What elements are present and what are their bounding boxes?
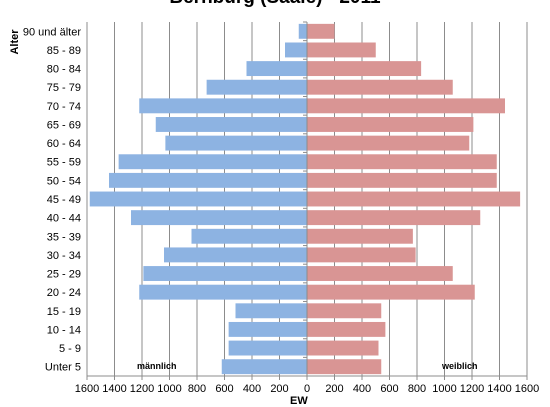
category-label: 30 - 34 [47,250,81,262]
category-label: 70 - 74 [47,101,81,113]
category-label: 85 - 89 [47,45,81,57]
x-tick-label: 1200 [130,383,154,395]
bar-male [246,61,307,77]
category-label: 55 - 59 [47,157,81,169]
bar-male [131,210,307,226]
category-label: 65 - 69 [47,119,81,131]
bar-male [228,321,307,337]
bar-male [89,191,307,207]
category-label: 35 - 39 [47,231,81,243]
bar-female [307,303,382,319]
bar-male [191,228,307,244]
bar-female [307,98,505,114]
category-label: 80 - 84 [47,64,81,76]
x-tick-label: 800 [188,383,206,395]
bar-male [155,117,307,132]
bar-female [307,154,497,170]
bar-male [235,303,307,319]
bar-female [307,135,470,151]
category-label: Unter 5 [45,362,81,374]
bar-female [307,210,481,226]
x-tick-label: 400 [353,383,371,395]
category-label: 90 und älter [23,26,81,38]
bar-male [143,266,307,281]
x-tick-label: 1400 [487,383,511,395]
x-tick-label: 200 [325,383,343,395]
bar-male [164,247,307,263]
bar-female [307,340,379,356]
x-tick-label: 600 [380,383,398,395]
category-label: 50 - 54 [47,175,81,187]
series-label-female: weiblich [442,361,478,371]
series-label-male: männlich [137,361,177,371]
x-tick-label: 1000 [157,383,181,395]
x-tick-label: 600 [215,383,233,395]
bar-male [118,154,307,170]
category-label: 60 - 64 [47,138,81,150]
category-label: 40 - 44 [47,213,81,225]
category-label: 10 - 14 [47,324,81,336]
x-tick-label: 0 [304,383,310,395]
bar-male [109,172,307,188]
bar-female [307,191,521,207]
x-tick-label: 1400 [102,383,126,395]
x-tick-label: 400 [243,383,261,395]
bar-female [307,266,453,281]
category-label: 25 - 29 [47,269,81,281]
bar-male [139,98,307,114]
category-label: 45 - 49 [47,194,81,206]
category-label: 20 - 24 [47,287,81,299]
bar-female [307,359,382,375]
category-label: 15 - 19 [47,306,81,318]
bar-female [307,284,475,300]
chart-title: Bernburg (Saale) - 2011 [0,0,550,9]
bar-male [221,359,307,375]
bar-female [307,23,335,39]
bar-female [307,228,413,244]
bar-female [307,321,386,337]
bar-male [165,135,307,151]
bar-male [285,42,307,58]
x-tick-label: 1200 [460,383,484,395]
x-tick-label: 200 [270,383,288,395]
bar-female [307,117,474,132]
x-tick-label: 1600 [75,383,99,395]
bar-female [307,172,497,188]
bar-male [206,79,307,95]
bar-male [228,340,307,356]
category-label: 5 - 9 [59,343,81,355]
x-tick-label: 1000 [432,383,456,395]
category-label: 75 - 79 [47,82,81,94]
bar-male [139,284,307,300]
x-tick-label: 800 [408,383,426,395]
x-axis-label: EW [290,395,308,407]
bar-female [307,61,422,77]
x-tick-label: 1600 [515,383,539,395]
bar-female [307,247,416,263]
bar-male [298,23,307,39]
bar-female [307,42,376,58]
bar-female [307,79,453,95]
